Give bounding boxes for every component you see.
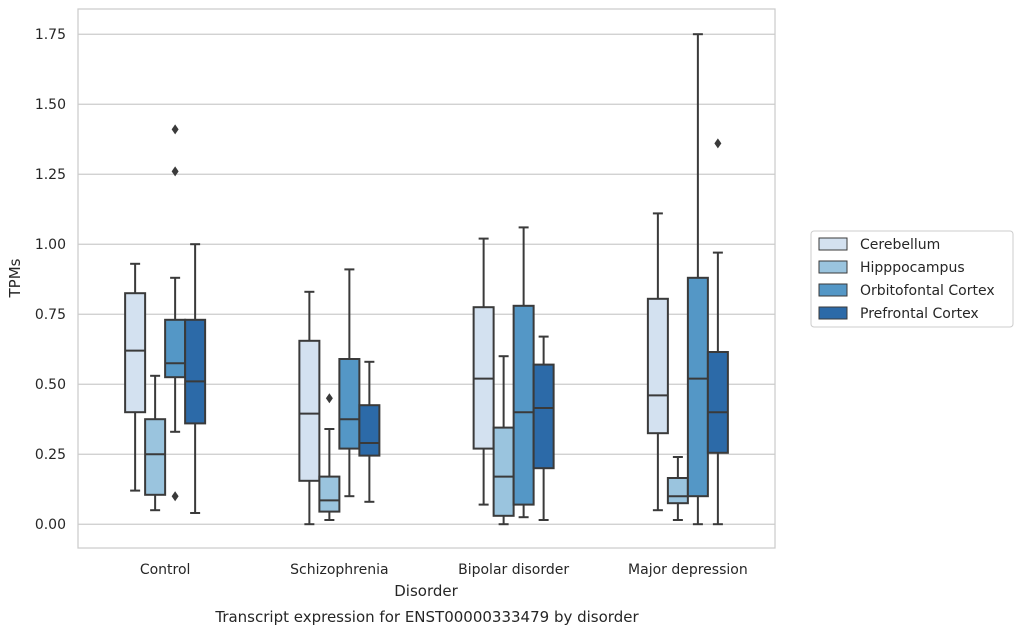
box-hipppocampus — [144, 374, 167, 512]
legend-swatch — [818, 306, 848, 320]
box-series — [124, 33, 729, 526]
box-iqr — [532, 363, 555, 470]
box-prefrontal-cortex — [358, 360, 381, 503]
x-tick-label: Major depression — [628, 562, 748, 578]
box-iqr — [184, 318, 207, 425]
box-iqr — [646, 297, 669, 435]
legend-swatch — [818, 283, 848, 297]
legend: Cerebellum Hipppocampus Orbitofontal Corte… — [810, 230, 1014, 328]
box-iqr — [164, 318, 187, 379]
chart-caption: Transcript expression for ENST0000033347… — [214, 608, 639, 626]
y-tick-label: 0.25 — [35, 447, 66, 463]
legend-entry: Cerebellum — [860, 237, 940, 253]
box-prefrontal-cortex — [706, 138, 729, 526]
x-tick-label: Control — [140, 562, 191, 578]
box-cerebellum — [298, 290, 321, 526]
box-orbitofontal-cortex — [338, 268, 361, 498]
legend-entry: Prefrontal Cortex — [860, 306, 979, 322]
box-prefrontal-cortex — [532, 335, 555, 521]
legend-swatch — [818, 260, 848, 274]
box-cerebellum — [124, 262, 147, 492]
y-tick-label: 0.00 — [35, 517, 66, 533]
outlier-point — [325, 393, 333, 404]
legend-entry: Orbitofontal Cortex — [860, 283, 995, 299]
y-tick-label: 0.75 — [35, 307, 66, 323]
box-iqr — [706, 351, 729, 454]
box-orbitofontal-cortex — [164, 124, 187, 502]
y-tick-label: 0.50 — [35, 377, 66, 393]
box-orbitofontal-cortex — [512, 226, 535, 519]
legend-entry: Hipppocampus — [860, 260, 965, 276]
box-iqr — [686, 276, 709, 498]
box-cerebellum — [646, 212, 669, 512]
x-axis-label: Disorder — [394, 582, 458, 600]
outlier-point — [171, 491, 179, 502]
y-axis-ticks: 0.00 0.25 0.50 0.75 1.00 1.25 1.50 1.75 — [35, 27, 66, 533]
y-tick-label: 1.50 — [35, 97, 66, 113]
plot-frame — [77, 8, 776, 549]
box-iqr — [124, 292, 147, 414]
box-iqr — [144, 418, 167, 496]
plot-background — [78, 9, 775, 548]
x-tick-label: Bipolar disorder — [458, 562, 569, 578]
box-iqr — [318, 475, 341, 513]
outlier-point — [171, 166, 179, 177]
outlier-point — [714, 138, 722, 149]
y-tick-label: 1.25 — [35, 167, 66, 183]
box-iqr — [666, 477, 689, 505]
y-tick-label: 1.00 — [35, 237, 66, 253]
box-iqr — [358, 404, 381, 457]
box-hipppocampus — [666, 456, 689, 521]
y-axis-label: TPMs — [6, 258, 24, 298]
box-prefrontal-cortex — [184, 243, 207, 514]
outlier-point — [171, 124, 179, 135]
y-tick-label: 1.75 — [35, 27, 66, 43]
legend-frame — [810, 230, 1014, 328]
legend-swatch — [818, 237, 848, 251]
x-tick-label: Schizophrenia — [290, 562, 388, 578]
box-iqr — [512, 304, 535, 506]
box-iqr — [338, 358, 361, 450]
box-hipppocampus — [318, 393, 341, 521]
box-iqr — [492, 426, 515, 517]
box-cerebellum — [472, 237, 495, 506]
x-axis-ticks: Control Schizophrenia Bipolar disorder Majo… — [140, 562, 748, 578]
box-iqr — [298, 339, 321, 482]
